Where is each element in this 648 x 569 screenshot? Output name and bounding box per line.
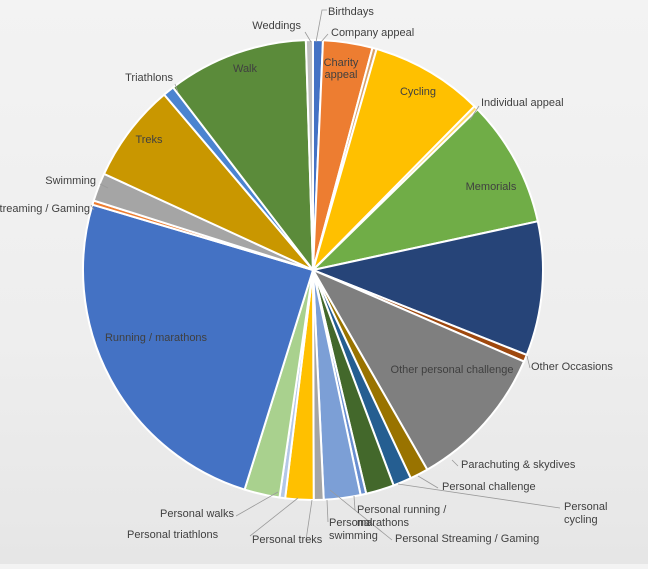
slice-label: Personal walks: [160, 508, 234, 520]
leader-line: [315, 9, 327, 43]
pie-labels: Birthdays Charity appeal Company appeal Cycl…: [0, 6, 613, 546]
slice-label: Company appeal: [331, 27, 414, 39]
leader-line: [353, 495, 356, 511]
slice-label: Other Occasions: [531, 361, 613, 373]
slice-label: Personal swimming: [329, 517, 378, 542]
slice-label: Walk: [233, 63, 258, 75]
leader-line: [90, 204, 95, 211]
leader-line: [304, 31, 312, 43]
leader-line: [451, 459, 459, 467]
slice-label: Birthdays: [328, 6, 374, 18]
slice-label: Cycling: [400, 86, 436, 98]
slice-label: Treks: [135, 134, 163, 146]
leader-line: [326, 499, 329, 523]
slice-label: Personal Streaming / Gaming: [395, 533, 539, 545]
leader-line: [329, 489, 393, 541]
pie-slice: [309, 220, 545, 357]
slice-label: Memorials: [466, 181, 517, 193]
slice-label: Parachuting & skydives: [461, 459, 576, 471]
leader-line: [249, 497, 299, 537]
leader-line: [305, 499, 313, 541]
leader-line: [417, 475, 439, 489]
slice-label: Swimming: [45, 175, 96, 187]
slice-label: Charity appeal: [324, 57, 359, 81]
pie-slice: [312, 47, 476, 271]
slice-label: Streaming / Gaming: [0, 203, 90, 215]
leader-line: [235, 491, 279, 517]
leader-line: [174, 83, 179, 93]
slice-label: Personal triathlons: [127, 529, 219, 541]
pie-slice: [82, 203, 315, 491]
slice-label: Personal running / marathons: [357, 504, 447, 529]
slice-label: Individual appeal: [481, 97, 564, 109]
pie-slice: [310, 267, 526, 471]
slice-label: Other personal challenge: [391, 364, 514, 376]
slice-label: Personal treks: [252, 534, 323, 546]
slice-label: Personal cycling: [564, 501, 607, 526]
slice-label: Running / marathons: [105, 332, 208, 344]
pie-slice: [309, 107, 539, 272]
pie-slices: [82, 38, 545, 502]
leader-line: [526, 355, 531, 369]
slice-label: Weddings: [252, 20, 301, 32]
leader-line: [469, 105, 480, 121]
slice-label: Triathlons: [125, 72, 173, 84]
leader-line: [99, 183, 109, 189]
slice-label: Personal challenge: [442, 481, 536, 493]
leader-line: [397, 483, 561, 509]
leader-line: [320, 33, 329, 43]
pie-slice: [171, 39, 315, 274]
